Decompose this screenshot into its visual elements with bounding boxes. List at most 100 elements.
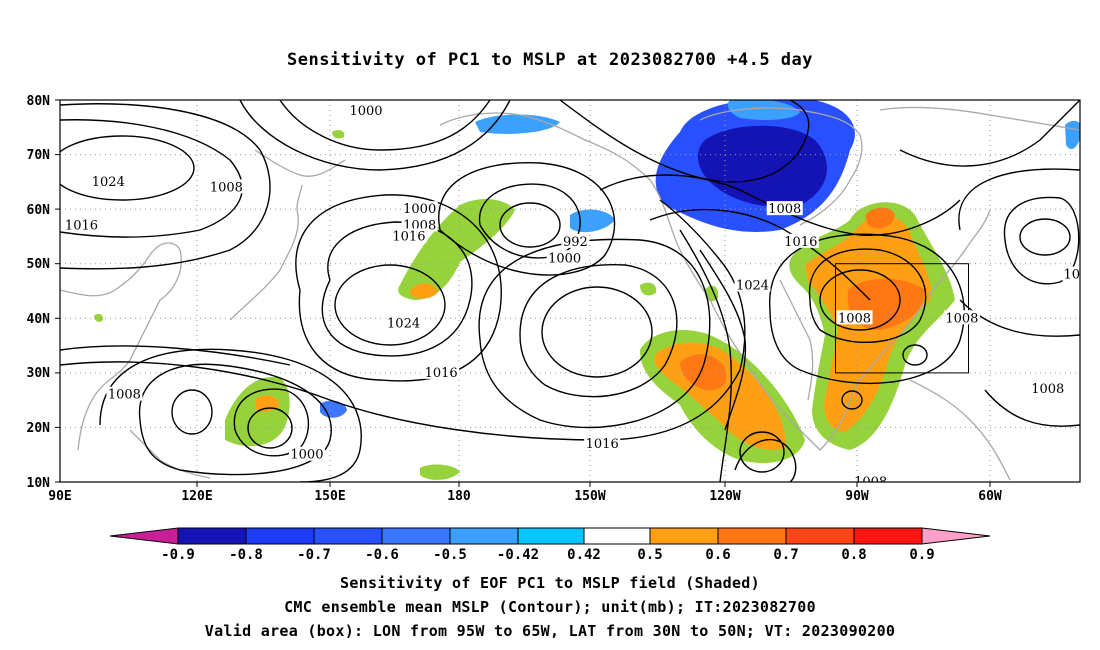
contour-label-bg [561, 233, 590, 248]
coast-gulf [779, 279, 814, 401]
coast-greenland [699, 107, 863, 226]
contour-label: 1016 [586, 437, 619, 452]
contour-label-bg [106, 386, 143, 401]
colorbar: -0.9 -0.8 -0.7 -0.6 -0.5 -0.42 0.42 0.5 … [109, 527, 991, 563]
contour-label-bg [836, 310, 873, 325]
caption-line-2: CMC ensemble mean MSLP (Contour); unit(m… [284, 598, 816, 616]
contour-label-bg [423, 364, 460, 379]
contour-label-bg [584, 435, 621, 450]
lon-label: 150E [314, 489, 345, 504]
lat-labels: 80N 70N 60N 50N 40N 30N 20N 10N [27, 94, 51, 491]
caption-line-3: Valid area (box): LON from 95W to 65W, L… [204, 622, 896, 640]
contour-label: 1008 [108, 388, 141, 403]
lon-label: 180 [447, 489, 471, 504]
pos-core-epac [680, 354, 727, 391]
colorbar-cell [717, 527, 787, 545]
lon-label: 150W [574, 489, 605, 504]
mslp-contours [60, 100, 1080, 482]
coastlines [60, 106, 1080, 481]
lat-label: 40N [27, 312, 51, 327]
colorbar-cells [177, 527, 923, 545]
coast-kamchatka [254, 149, 346, 177]
colorbar-low-arrow [109, 527, 179, 545]
contour-label: 1016 [392, 229, 425, 244]
lat-label: 30N [27, 366, 51, 381]
contour-label: 1008 [768, 202, 801, 217]
colorbar-label: -0.8 [229, 547, 263, 563]
colorbar-high-arrow [921, 527, 991, 545]
pos-blob-3 [420, 464, 460, 480]
colorbar-labels: -0.9 -0.8 -0.7 -0.6 -0.5 -0.42 0.42 0.5 … [161, 547, 935, 563]
lat-label: 60N [27, 203, 51, 218]
contour-label-bg [348, 102, 384, 117]
coast-north-america-west [439, 112, 821, 451]
contour-label-bg [1062, 266, 1080, 281]
lon-label: 90W [845, 489, 869, 504]
contour-label-bg [782, 233, 819, 248]
colorbar-cell [649, 527, 719, 545]
lat-label: 70N [27, 148, 51, 163]
axis-ticks [55, 99, 991, 487]
contour-label: 1008 [854, 475, 887, 490]
coast-arctic [879, 106, 1080, 131]
coast-caribbean [909, 379, 1011, 481]
colorbar-label: -0.7 [297, 547, 331, 563]
colorbar-label: -0.42 [497, 547, 539, 563]
lon-label: 120W [709, 489, 740, 504]
neg-region-aleutian [570, 209, 615, 233]
lat-label: 10N [27, 476, 51, 491]
contour-label: 1008 [945, 311, 978, 326]
contour-label-bg [63, 217, 100, 232]
contour-label-bg [943, 310, 980, 325]
colorbar-label: -0.9 [161, 547, 195, 563]
coast-japan [229, 184, 303, 321]
colorbar-cell [583, 527, 651, 545]
colorbar-cell [313, 527, 383, 545]
colorbar-cell [177, 527, 247, 545]
contour-label-bg [766, 201, 803, 216]
contour-label-bg [288, 446, 325, 461]
colorbar-label: 0.9 [909, 547, 934, 563]
contour-label: 1008 [1031, 382, 1064, 397]
caption-line-1: Sensitivity of EOF PC1 to MSLP field (Sh… [340, 574, 760, 592]
colorbar-cell [245, 527, 315, 545]
colorbar-cell [449, 527, 519, 545]
coast-sea [129, 429, 211, 479]
contour-label: 1016 [784, 235, 817, 250]
contour-label-bg [852, 474, 889, 482]
colorbar-cell [785, 527, 855, 545]
colorbar-label: 0.7 [773, 547, 798, 563]
map-title: Sensitivity of PC1 to MSLP at 2023082700… [286, 50, 813, 70]
pos-region-npac [398, 198, 515, 300]
lat-label: 50N [27, 257, 51, 272]
colorbar-label: 0.42 [567, 547, 601, 563]
contour-label: 1008 [210, 180, 243, 195]
contour-label: 992 [563, 235, 588, 250]
pos-blob-5 [94, 313, 104, 322]
contour-label-bg [401, 217, 438, 232]
colorbar-label: 0.8 [841, 547, 866, 563]
colorbar-cell [381, 527, 451, 545]
colorbar-label: -0.5 [433, 547, 467, 563]
contour-label: 1000 [290, 448, 323, 463]
contour-label: 1000 [403, 202, 436, 217]
map-frame [59, 99, 1081, 483]
coast-north-america-east [819, 209, 991, 451]
contour-label-bg [208, 179, 245, 194]
lat-label: 80N [27, 94, 51, 109]
contour-label-bg [734, 277, 771, 292]
pos-blob-4 [332, 129, 345, 139]
colorbar-label: 0.5 [637, 547, 662, 563]
lon-label: 90E [48, 489, 71, 504]
contour-label: 1024 [92, 175, 125, 190]
coast-east-asia [60, 242, 182, 451]
contour-label-bg [90, 173, 127, 188]
contour-label: 1000 [548, 251, 581, 266]
neg-region-wpac [320, 400, 347, 418]
contour-label-bg [390, 228, 427, 243]
contour-label-bg [1029, 381, 1066, 396]
colorbar-label: -0.6 [365, 547, 399, 563]
colorbar-cell [517, 527, 585, 545]
